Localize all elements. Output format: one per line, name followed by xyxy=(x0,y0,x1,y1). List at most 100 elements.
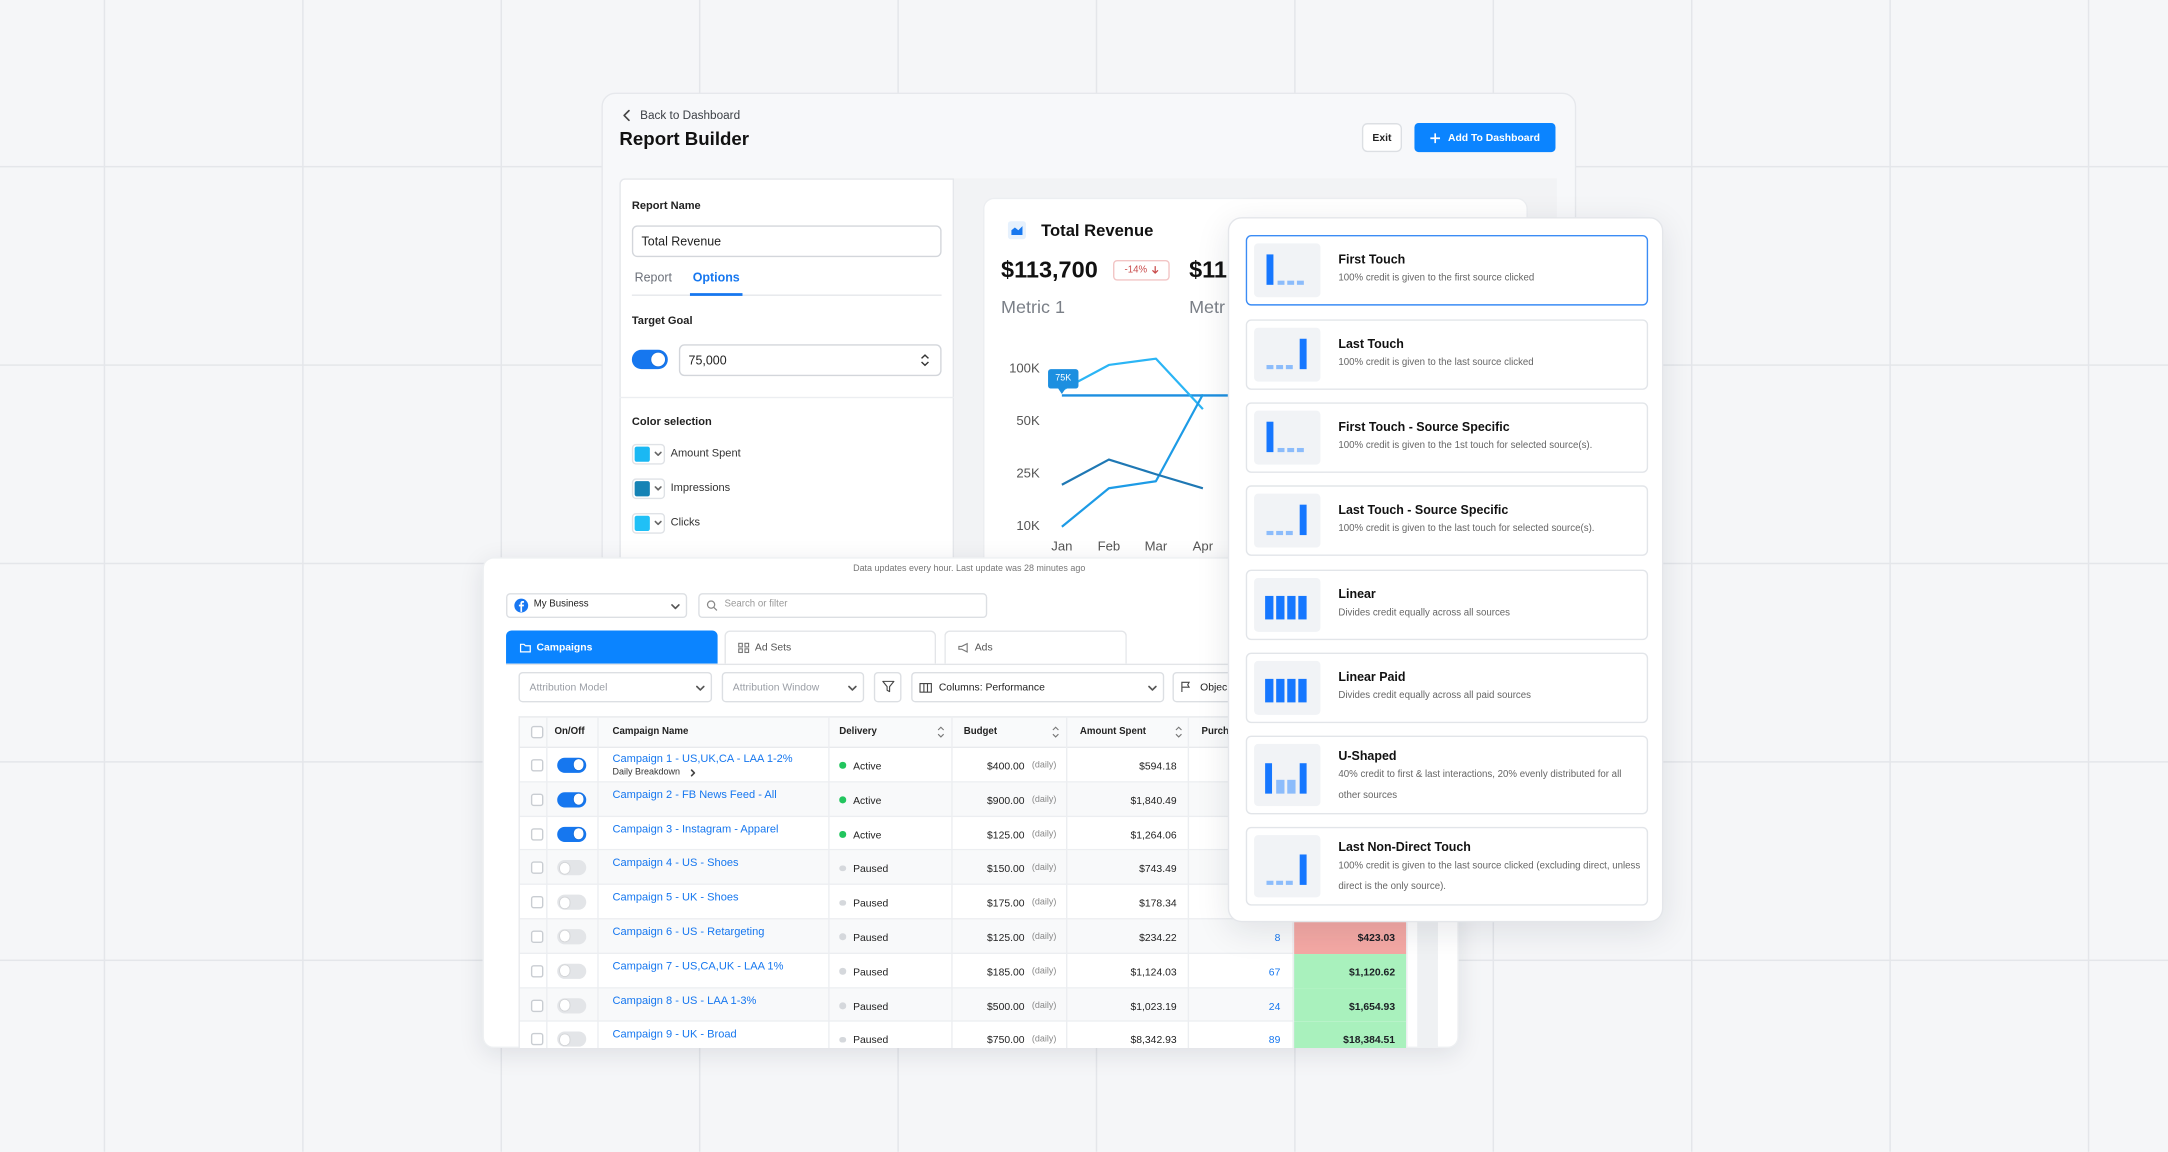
icon-bar xyxy=(1287,595,1296,620)
option-icon-bg xyxy=(1254,243,1321,298)
back-link[interactable]: Back to Dashboard xyxy=(640,107,741,122)
tab-baseline xyxy=(506,663,1407,666)
campaign-name[interactable]: Campaign 1 - US,UK,CA - LAA 1-2% xyxy=(612,752,793,765)
row-checkbox[interactable] xyxy=(530,896,544,909)
plus-icon xyxy=(1430,132,1441,143)
col-frame xyxy=(919,682,932,693)
column-header[interactable]: Purch xyxy=(1201,726,1229,736)
row-toggle[interactable] xyxy=(557,963,587,979)
delivery-status: Active xyxy=(853,828,882,841)
campaign-name[interactable]: Campaign 3 - Instagram - Apparel xyxy=(612,822,779,835)
campaign-name[interactable]: Campaign 2 - FB News Feed - All xyxy=(612,787,777,801)
option-icon-bg xyxy=(1254,493,1321,548)
y-tick-label: 100K xyxy=(1009,361,1040,377)
column-header[interactable]: On/Off xyxy=(554,726,585,736)
table-tab[interactable] xyxy=(724,630,937,664)
campaign-name[interactable]: Campaign 4 - US - Shoes xyxy=(612,856,739,869)
settings-tab[interactable]: Report xyxy=(634,269,672,284)
row-toggle[interactable] xyxy=(557,1031,587,1048)
chevron-icon xyxy=(653,486,662,491)
icon-bar xyxy=(1287,447,1295,453)
row-checkbox[interactable] xyxy=(530,827,544,840)
icon-bar xyxy=(1298,595,1307,620)
account-select[interactable] xyxy=(506,593,688,619)
campaign-name[interactable]: Campaign 6 - US - Retargeting xyxy=(612,925,765,938)
settings-tab[interactable]: Options xyxy=(692,269,740,284)
target-goal-toggle[interactable] xyxy=(631,349,668,370)
row-toggle[interactable] xyxy=(557,997,587,1013)
filter-button[interactable] xyxy=(873,671,902,703)
campaign-name[interactable]: Campaign 8 - US - LAA 1-3% xyxy=(612,993,757,1007)
column-header[interactable]: Delivery xyxy=(839,726,877,736)
amount-spent: $178.34 xyxy=(1139,896,1177,910)
campaign-name[interactable]: Campaign 5 - UK - Shoes xyxy=(612,890,739,904)
row-checkbox[interactable] xyxy=(530,998,544,1012)
table-tab[interactable] xyxy=(944,630,1127,664)
y-tick-label: 25K xyxy=(1016,466,1040,482)
toggle-knob xyxy=(559,862,571,874)
option-description: 100% credit is given to the last source … xyxy=(1338,358,1534,369)
delivery-dot xyxy=(839,1002,846,1009)
row-checkbox[interactable] xyxy=(530,758,544,772)
row-toggle[interactable] xyxy=(557,791,587,808)
row-toggle[interactable] xyxy=(557,757,587,773)
amount-spent: $1,023.19 xyxy=(1130,999,1177,1013)
row-toggle[interactable] xyxy=(557,826,587,842)
add-button[interactable]: Add To Dashboard xyxy=(1414,123,1556,153)
option-icon-bg xyxy=(1254,577,1321,632)
change-value: -14% xyxy=(1124,264,1148,275)
chart-title: Total Revenue xyxy=(1041,220,1154,241)
exit-button[interactable]: Exit xyxy=(1361,123,1403,153)
row-checkbox[interactable] xyxy=(530,1033,544,1046)
color-swatch xyxy=(634,480,650,496)
campaign-name[interactable]: Campaign 9 - UK - Broad xyxy=(612,1028,737,1041)
icon-bar xyxy=(1299,763,1307,794)
filter-control[interactable] xyxy=(518,671,713,703)
icon-bar xyxy=(1285,530,1293,536)
series-line xyxy=(1061,458,1204,490)
search-box[interactable] xyxy=(698,593,988,619)
option-title: Last Touch xyxy=(1338,336,1404,351)
amount-spent: $1,840.49 xyxy=(1130,793,1177,807)
value-amount: $18,384.51 xyxy=(1343,1033,1396,1047)
table-tab[interactable] xyxy=(506,630,718,664)
icon-bar xyxy=(1287,779,1296,794)
toggle-knob xyxy=(573,759,585,771)
row-toggle[interactable] xyxy=(557,928,587,945)
campaign-name[interactable]: Campaign 7 - US,CA,UK - LAA 1% xyxy=(612,959,784,972)
icon-bar xyxy=(1285,880,1293,885)
metric-label: Metric 1 xyxy=(1001,295,1065,317)
chevron xyxy=(671,603,680,609)
column-header[interactable]: Budget xyxy=(963,726,998,736)
filter-control[interactable] xyxy=(911,671,1165,703)
column-header[interactable]: Amount Spent xyxy=(1079,726,1146,736)
filter-label: Columns: Performance xyxy=(938,680,1045,694)
row-checkbox[interactable] xyxy=(530,964,544,978)
option-title: Last Non-Direct Touch xyxy=(1338,840,1471,854)
column-divider xyxy=(951,716,953,1049)
campaign-sub[interactable]: Daily Breakdown xyxy=(612,767,680,778)
row-toggle[interactable] xyxy=(557,860,587,876)
report-name-input[interactable] xyxy=(631,225,942,258)
option-icon xyxy=(1266,421,1304,453)
row-toggle[interactable] xyxy=(557,894,587,910)
option-title: First Touch - Source Specific xyxy=(1338,419,1510,434)
tab-underline xyxy=(689,293,743,296)
y-tick-label: 50K xyxy=(1016,413,1040,430)
row-checkbox[interactable] xyxy=(530,861,544,875)
target-goal-select[interactable] xyxy=(678,344,942,377)
row-checkbox[interactable] xyxy=(530,930,544,943)
account-name: My Business xyxy=(533,599,589,610)
chevron-icon xyxy=(653,451,662,456)
column-header[interactable]: Campaign Name xyxy=(612,726,689,736)
toggle-knob xyxy=(573,828,585,840)
row-checkbox[interactable] xyxy=(530,793,544,806)
header-checkbox[interactable] xyxy=(530,725,544,739)
chevron-icon xyxy=(1148,684,1157,691)
budget-amount: $185.00 xyxy=(987,965,1025,978)
budget-period: (daily) xyxy=(1031,760,1057,771)
color-selection-label: Color selection xyxy=(631,415,712,428)
filter-control[interactable] xyxy=(721,671,865,703)
icon-bar xyxy=(1277,447,1285,453)
